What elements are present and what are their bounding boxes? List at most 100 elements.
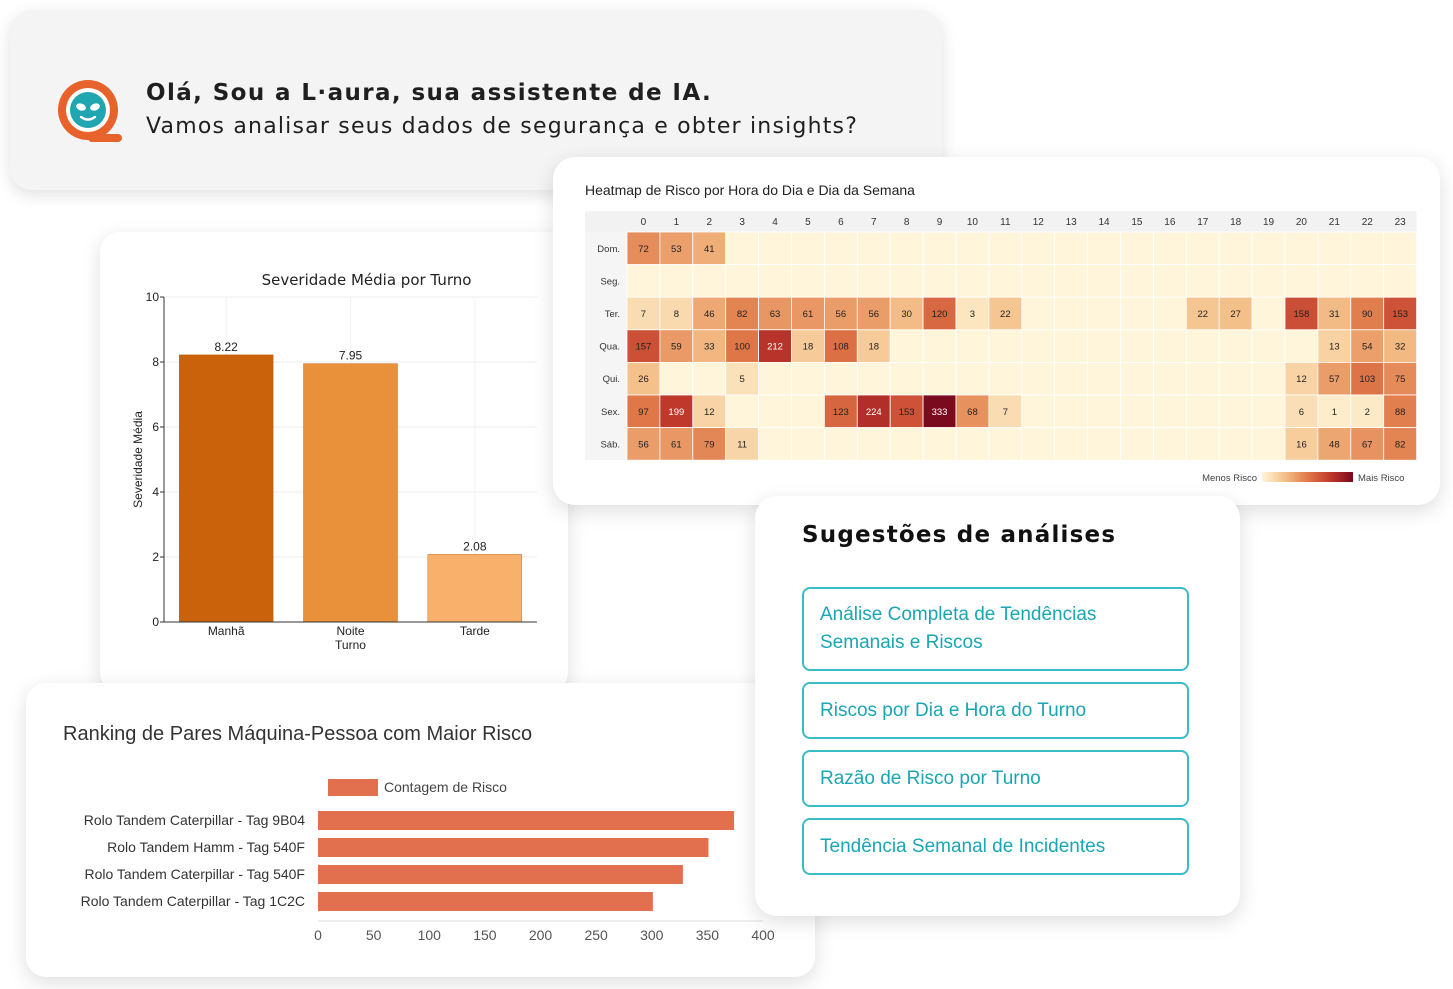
bar <box>178 354 274 623</box>
heatmap-day-label: Sáb. <box>600 439 620 450</box>
heatmap-hour-label: 0 <box>641 217 647 228</box>
heatmap-cell <box>1350 231 1385 265</box>
heatmap-cell <box>1218 264 1253 298</box>
suggestion-button-complete-trend-analysis[interactable]: Análise Completa de Tendências Semanais … <box>802 587 1189 671</box>
heatmap-cell <box>692 231 727 265</box>
heatmap-day-label: Sex. <box>601 407 620 418</box>
heatmap-cell-value: 224 <box>866 407 882 418</box>
heatmap-cell <box>1054 231 1089 265</box>
ranking-x-tick-label: 250 <box>584 927 608 943</box>
heatmap-cell <box>758 394 792 428</box>
heatmap-cell <box>1021 394 1056 428</box>
heatmap-cell <box>889 231 924 265</box>
heatmap-cell <box>1087 231 1121 265</box>
chart-title: Severidade Média por Turno <box>262 271 472 289</box>
heatmap-cell <box>922 394 957 428</box>
ranking-title: Ranking de Pares Máquina-Pessoa com Maio… <box>63 723 532 745</box>
heatmap-cell-value: 1 <box>1332 407 1337 418</box>
heatmap-cell <box>1153 264 1187 298</box>
heatmap-cell <box>1153 231 1187 265</box>
heatmap-cell-value: 67 <box>1362 439 1373 450</box>
heatmap-cell-value: 5 <box>740 374 745 385</box>
suggestion-button-risk-by-day-hour[interactable]: Riscos por Dia e Hora do Turno <box>802 682 1189 739</box>
heatmap-cell-value: 2 <box>1365 407 1370 418</box>
heatmap-cell <box>692 427 727 461</box>
heatmap-cell <box>758 329 792 363</box>
heatmap-cell <box>1021 427 1056 461</box>
heatmap-cell <box>692 361 727 396</box>
heatmap-cell <box>1317 427 1352 461</box>
heatmap-cell-value: 18 <box>803 342 814 353</box>
ranking-category-label: Rolo Tandem Caterpillar - Tag 9B04 <box>84 812 305 828</box>
heatmap-cell <box>1185 264 1220 298</box>
heatmap-cell <box>1218 427 1253 461</box>
heatmap-cell-value: 82 <box>737 309 748 320</box>
heatmap-cell-value: 18 <box>868 342 879 353</box>
x-tick-label: Manhã <box>208 624 245 638</box>
heatmap-cell-value: 53 <box>671 244 682 255</box>
heatmap-cell <box>1350 296 1385 331</box>
heatmap-cell <box>626 361 661 396</box>
heatmap-day-label: Dom. <box>597 244 620 255</box>
heatmap-cell <box>1185 427 1220 461</box>
heatmap-cell <box>1021 264 1056 298</box>
suggestion-button-risk-ratio-by-shift[interactable]: Razão de Risco por Turno <box>802 750 1189 807</box>
heatmap-cell <box>659 427 694 461</box>
heatmap-cell <box>659 296 694 331</box>
heatmap-hour-label: 11 <box>1000 217 1011 228</box>
ranking-bar <box>318 838 709 857</box>
heatmap-cell <box>922 296 957 331</box>
heatmap-cell-value: 8 <box>674 309 679 320</box>
heatmap-cell <box>1383 394 1418 428</box>
heatmap-cell <box>725 264 759 298</box>
heatmap-cell <box>791 394 825 428</box>
heatmap-cell <box>922 361 957 396</box>
heatmap-cell <box>955 264 990 298</box>
y-tick-label: 0 <box>152 615 159 629</box>
suggestions-title: Sugestões de análises <box>802 522 1117 548</box>
heatmap-cell <box>1251 394 1286 428</box>
heatmap-cell-value: 11 <box>737 439 747 450</box>
heatmap-cell <box>1153 394 1187 428</box>
heatmap-cell <box>1218 394 1253 428</box>
heatmap-cell <box>922 329 957 363</box>
heatmap-cell <box>1383 361 1418 396</box>
heatmap-cell-value: 6 <box>1299 407 1304 418</box>
heatmap-cell <box>856 231 891 265</box>
heatmap-cell <box>889 394 924 428</box>
heatmap-hour-label: 8 <box>904 217 910 228</box>
heatmap-cell <box>889 427 924 461</box>
heatmap-cell-value: 33 <box>704 342 715 353</box>
heatmap-cell-value: 30 <box>901 309 912 320</box>
ranking-x-tick-label: 0 <box>314 927 322 943</box>
y-axis-label: Severidade Média <box>131 411 145 508</box>
heatmap-cell <box>1317 231 1352 265</box>
laura-assistant-logo-icon <box>58 80 122 142</box>
heatmap-cell <box>1087 361 1121 396</box>
heatmap-cell <box>1350 329 1385 363</box>
heatmap-hour-label: 2 <box>706 217 712 228</box>
heatmap-cell <box>758 296 792 331</box>
heatmap-cell <box>791 361 825 396</box>
suggestion-button-weekly-incident-trend[interactable]: Tendência Semanal de Incidentes <box>802 818 1189 875</box>
heatmap-cell <box>1120 296 1154 331</box>
heatmap-cell <box>889 264 924 298</box>
heatmap-hour-label: 15 <box>1131 217 1143 228</box>
data-label: 7.95 <box>339 349 363 363</box>
ranking-legend-label: Contagem de Risco <box>384 779 507 795</box>
x-axis-label: Turno <box>335 638 366 652</box>
heatmap-cell-value: 27 <box>1230 309 1241 320</box>
heatmap-cell-value: 108 <box>833 342 849 353</box>
heatmap-cell <box>955 329 990 363</box>
ranking-bar <box>318 865 683 884</box>
heatmap-cell <box>758 264 792 298</box>
heatmap-cell <box>988 231 1023 265</box>
heatmap-hour-label: 4 <box>772 217 778 228</box>
ranking-category-label: Rolo Tandem Caterpillar - Tag 1C2C <box>81 893 305 909</box>
heatmap-cell <box>725 394 759 428</box>
heatmap-cell-value: 32 <box>1395 342 1406 353</box>
heatmap-day-label: Qui. <box>603 374 620 385</box>
heatmap-cell <box>1087 264 1121 298</box>
heatmap-cell-value: 7 <box>1003 407 1008 418</box>
heatmap-cell-value: 12 <box>704 407 715 418</box>
